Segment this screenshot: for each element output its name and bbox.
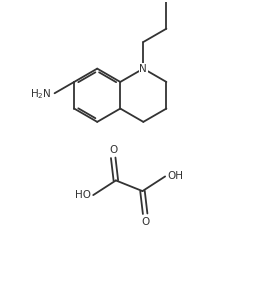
Text: O: O	[141, 217, 149, 227]
Text: O: O	[109, 144, 117, 155]
Text: HO: HO	[75, 190, 91, 200]
Text: N: N	[139, 64, 147, 74]
Text: H$_2$N: H$_2$N	[30, 88, 52, 101]
Text: OH: OH	[167, 171, 183, 181]
